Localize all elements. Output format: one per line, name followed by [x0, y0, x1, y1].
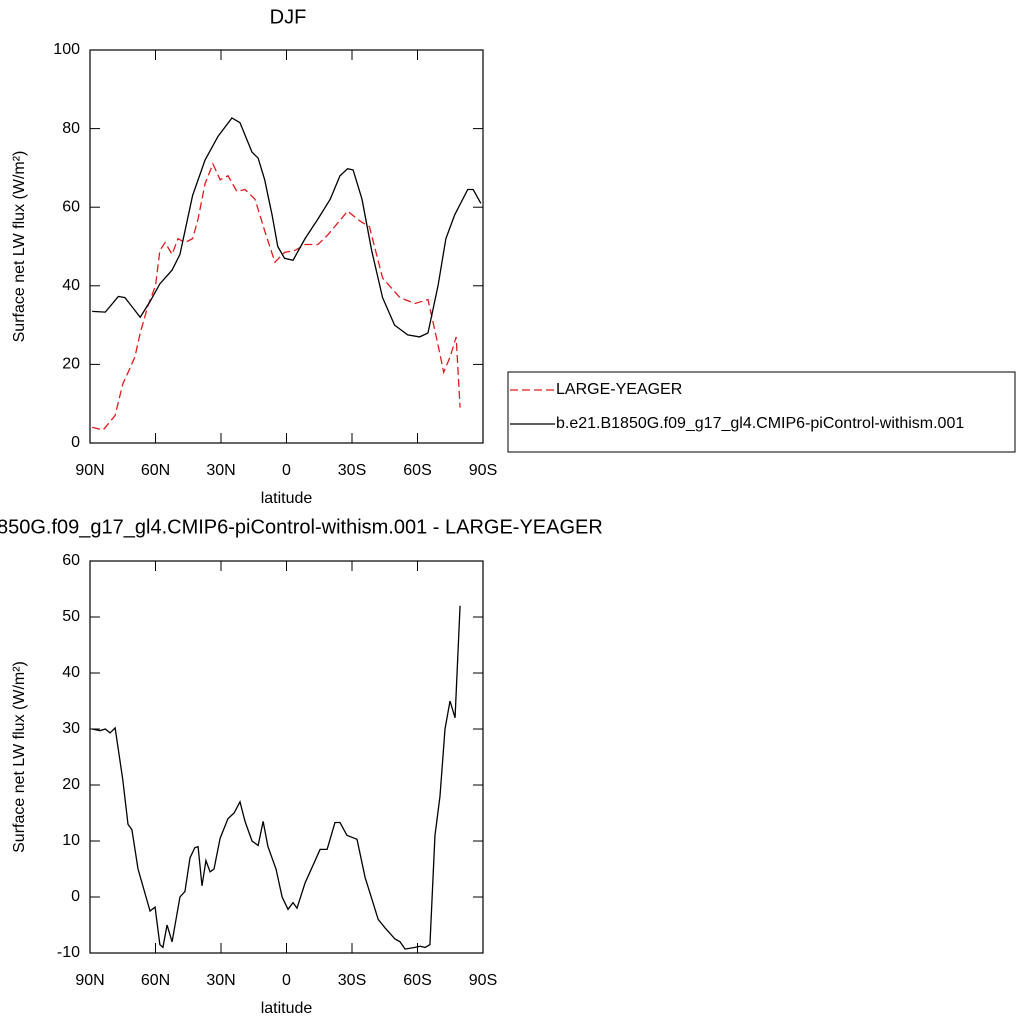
y-tick-label: 10 — [62, 832, 80, 849]
y-tick-label: 80 — [62, 120, 80, 137]
x-tick-label: 60S — [403, 462, 431, 479]
x-tick-label: 90N — [75, 972, 104, 989]
x-tick-label: 30N — [206, 462, 235, 479]
y-axis-label: Surface net LW flux (W/m²) — [11, 661, 28, 853]
x-tick-label: 0 — [282, 972, 291, 989]
plot-frame — [89, 49, 484, 444]
x-tick-label: 30S — [338, 462, 366, 479]
y-tick-label: 60 — [62, 198, 80, 215]
x-axis-label: latitude — [261, 490, 313, 507]
y-axis-label: Surface net LW flux (W/m²) — [11, 151, 28, 343]
plot-frame — [89, 560, 484, 954]
chart-title: 850G.f09_g17_gl4.CMIP6-piControl-withism… — [0, 516, 603, 538]
x-tick-label: 0 — [282, 462, 291, 479]
y-tick-label: 50 — [62, 608, 80, 625]
x-tick-label: 60N — [141, 462, 170, 479]
x-tick-label: 30N — [206, 972, 235, 989]
x-tick-label: 30S — [338, 972, 366, 989]
x-tick-label: 90N — [75, 462, 104, 479]
chart-title: DJF — [270, 6, 307, 28]
x-tick-label: 60S — [403, 972, 431, 989]
legend-box — [507, 371, 1016, 453]
data-line — [92, 117, 482, 338]
x-axis-label: latitude — [261, 1000, 313, 1017]
y-tick-label: 20 — [62, 356, 80, 373]
legend-label: b.e21.B1850G.f09_g17_gl4.CMIP6-piControl… — [556, 415, 964, 432]
legend-label: LARGE-YEAGER — [556, 381, 682, 398]
y-tick-label: 60 — [62, 552, 80, 569]
x-tick-label: 60N — [141, 972, 170, 989]
y-tick-label: 0 — [71, 888, 80, 905]
y-tick-label: 0 — [71, 434, 80, 451]
x-tick-label: 90S — [469, 462, 497, 479]
y-tick-label: 40 — [62, 664, 80, 681]
y-tick-label: 40 — [62, 277, 80, 294]
y-tick-label: 30 — [62, 720, 80, 737]
data-line — [92, 605, 461, 950]
x-tick-label: 90S — [469, 972, 497, 989]
data-line — [92, 162, 461, 431]
y-tick-label: 100 — [53, 41, 80, 58]
y-tick-label: 20 — [62, 776, 80, 793]
y-tick-label: -10 — [57, 944, 80, 961]
